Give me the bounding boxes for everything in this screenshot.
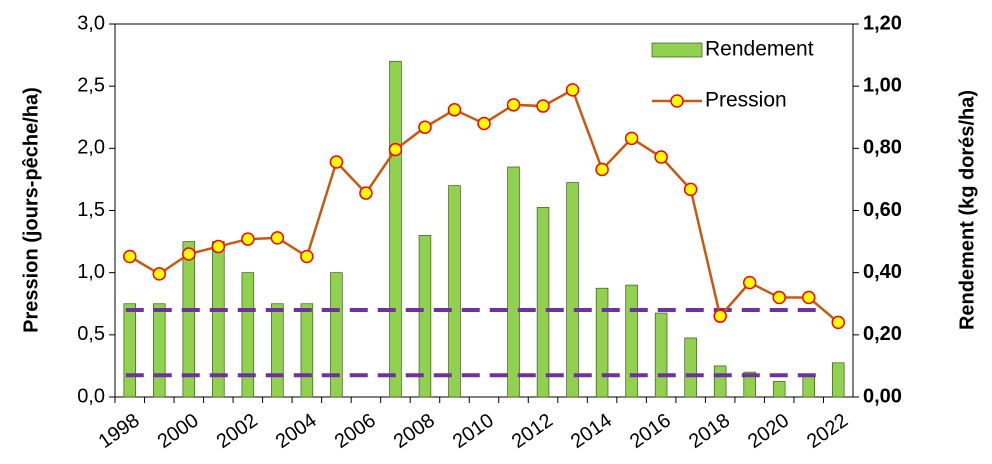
marker	[211, 239, 226, 254]
y2-tick-label: 1,00	[863, 74, 902, 96]
marker	[477, 116, 491, 131]
marker	[388, 142, 403, 157]
bar	[713, 365, 727, 398]
marker	[683, 182, 698, 197]
marker	[447, 103, 462, 117]
y2-tick-label: 0,20	[863, 323, 902, 345]
x-tick-label: 2022	[803, 409, 852, 453]
marker	[536, 99, 550, 113]
y2-tick-label: 1,20	[863, 12, 902, 34]
bar	[241, 272, 255, 398]
bar	[448, 185, 461, 398]
marker	[772, 290, 786, 305]
bar	[802, 374, 815, 398]
y2-tick-label: 0,80	[863, 137, 902, 159]
plot-frame	[114, 23, 854, 398]
y2-tick-label: 0,60	[863, 199, 902, 221]
marker	[831, 315, 845, 330]
y-tick-label: 0,5	[77, 323, 105, 345]
legend-label: Pression	[705, 89, 787, 112]
marker	[713, 309, 727, 323]
legend-label: Rendement	[705, 38, 814, 61]
y2-tick-label: 0,00	[863, 385, 902, 407]
bar	[389, 60, 402, 398]
y2-axis-title: Rendement (kg dorés/ha)	[956, 90, 978, 330]
bar	[772, 381, 786, 398]
bar	[595, 287, 609, 398]
x-tick-label: 2020	[744, 409, 793, 453]
marker	[595, 162, 609, 177]
marker	[565, 83, 580, 97]
y-tick-label: 2,0	[77, 137, 105, 159]
marker	[506, 98, 521, 112]
bar	[300, 303, 314, 398]
legend-marker	[670, 94, 684, 108]
y-tick-label: 1,0	[77, 261, 105, 283]
marker	[418, 120, 432, 134]
x-tick-label: 2018	[685, 409, 734, 453]
bar	[654, 312, 668, 398]
marker	[359, 186, 373, 200]
bar	[330, 272, 343, 398]
x-tick-label: 2002	[213, 409, 262, 453]
bar	[182, 241, 196, 398]
marker	[270, 231, 285, 245]
bar	[684, 337, 697, 398]
bar	[743, 371, 756, 398]
y-axis-title: Pression (jours-pêche/ha)	[20, 87, 42, 333]
bar	[566, 182, 579, 398]
bar	[625, 284, 638, 398]
bar	[418, 235, 432, 398]
marker	[742, 275, 757, 290]
marker	[241, 232, 255, 246]
x-tick-label: 2012	[508, 409, 557, 453]
x-tick-label: 1998	[95, 409, 144, 453]
marker	[624, 131, 639, 146]
y-tick-label: 1,5	[77, 199, 105, 221]
x-tick-label: 2010	[449, 409, 498, 453]
marker	[654, 150, 668, 164]
x-tick-label: 2008	[390, 409, 439, 453]
x-tick-label: 2016	[626, 409, 675, 453]
marker	[152, 267, 167, 281]
marker	[801, 290, 816, 305]
y-tick-label: 2,5	[77, 74, 105, 96]
marker	[123, 249, 137, 264]
bar	[123, 303, 137, 398]
marker	[182, 247, 196, 261]
y2-tick-label: 0,40	[863, 261, 902, 283]
marker	[329, 155, 344, 169]
x-tick-label: 2006	[331, 409, 380, 453]
bar	[536, 207, 550, 398]
y-tick-label: 0,0	[77, 385, 105, 407]
bar	[271, 303, 284, 398]
bar	[507, 166, 520, 398]
x-tick-label: 2000	[154, 409, 203, 453]
marker	[300, 249, 314, 264]
bar	[831, 362, 845, 398]
x-tick-label: 2004	[272, 409, 321, 453]
x-tick-label: 2014	[567, 409, 616, 453]
legend-swatch	[651, 42, 703, 58]
bar	[153, 303, 166, 398]
y-tick-label: 3,0	[77, 12, 105, 34]
